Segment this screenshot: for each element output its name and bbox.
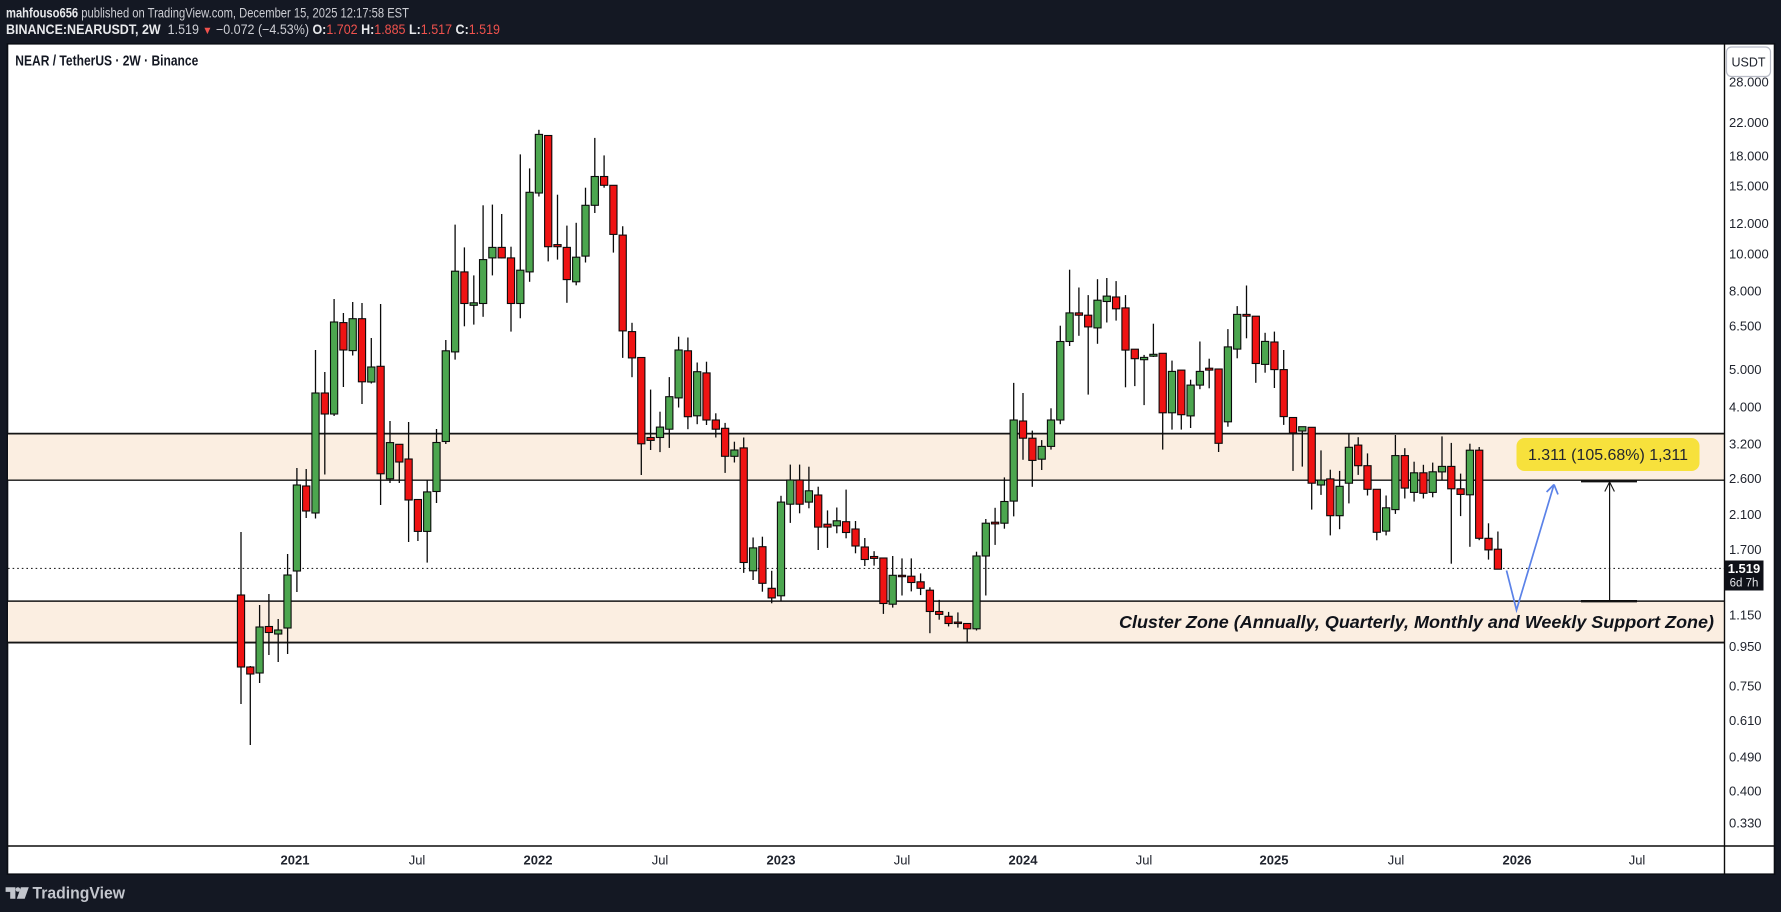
svg-text:2025: 2025 bbox=[1260, 853, 1289, 868]
svg-text:TradingView: TradingView bbox=[33, 885, 126, 903]
svg-text:1.700: 1.700 bbox=[1729, 542, 1762, 557]
svg-text:2.600: 2.600 bbox=[1729, 471, 1762, 486]
svg-text:0.610: 0.610 bbox=[1729, 713, 1762, 728]
svg-text:BINANCE:NEARUSDT, 2W 1.519 ▼: BINANCE:NEARUSDT, 2W 1.519 ▼ −0.072 (−4.… bbox=[6, 22, 500, 37]
svg-text:8.000: 8.000 bbox=[1729, 284, 1762, 299]
svg-text:mahfouso656 published on Tradi: mahfouso656 published on TradingView.com… bbox=[6, 5, 409, 20]
svg-text:0.750: 0.750 bbox=[1729, 679, 1762, 694]
svg-text:6d 7h: 6d 7h bbox=[1730, 578, 1759, 590]
svg-text:6.500: 6.500 bbox=[1729, 318, 1762, 333]
svg-text:2024: 2024 bbox=[1009, 853, 1039, 868]
svg-text:Jul: Jul bbox=[409, 853, 426, 868]
svg-text:2021: 2021 bbox=[281, 853, 310, 868]
svg-text:0.330: 0.330 bbox=[1729, 816, 1762, 831]
svg-text:15.000: 15.000 bbox=[1729, 179, 1769, 194]
svg-text:18.000: 18.000 bbox=[1729, 148, 1769, 163]
svg-text:USDT: USDT bbox=[1731, 56, 1765, 70]
svg-text:1.150: 1.150 bbox=[1729, 607, 1762, 622]
svg-text:2023: 2023 bbox=[767, 853, 796, 868]
svg-text:Jul: Jul bbox=[1136, 853, 1153, 868]
svg-text:NEAR / TetherUS · 2W · Binance: NEAR / TetherUS · 2W · Binance bbox=[15, 54, 198, 70]
svg-text:Jul: Jul bbox=[894, 853, 911, 868]
svg-text:Cluster Zone (Annually, Quarte: Cluster Zone (Annually, Quarterly, Month… bbox=[1119, 612, 1714, 632]
svg-text:Jul: Jul bbox=[1388, 853, 1405, 868]
svg-text:3.200: 3.200 bbox=[1729, 437, 1762, 452]
svg-text:22.000: 22.000 bbox=[1729, 115, 1769, 130]
svg-text:2.100: 2.100 bbox=[1729, 507, 1762, 522]
svg-text:0.400: 0.400 bbox=[1729, 784, 1762, 799]
svg-text:2022: 2022 bbox=[524, 853, 553, 868]
svg-text:1.519: 1.519 bbox=[1728, 561, 1761, 576]
svg-text:1.311 (105.68%) 1,311: 1.311 (105.68%) 1,311 bbox=[1528, 447, 1688, 464]
svg-text:2026: 2026 bbox=[1503, 853, 1532, 868]
svg-text:5.000: 5.000 bbox=[1729, 362, 1762, 377]
svg-text:0.490: 0.490 bbox=[1729, 750, 1762, 765]
svg-text:12.000: 12.000 bbox=[1729, 216, 1769, 231]
svg-text:4.000: 4.000 bbox=[1729, 399, 1762, 414]
svg-text:10.000: 10.000 bbox=[1729, 246, 1769, 261]
svg-text:Jul: Jul bbox=[1629, 853, 1646, 868]
svg-text:Jul: Jul bbox=[652, 853, 669, 868]
svg-text:28.000: 28.000 bbox=[1729, 75, 1769, 90]
svg-text:0.950: 0.950 bbox=[1729, 639, 1762, 654]
